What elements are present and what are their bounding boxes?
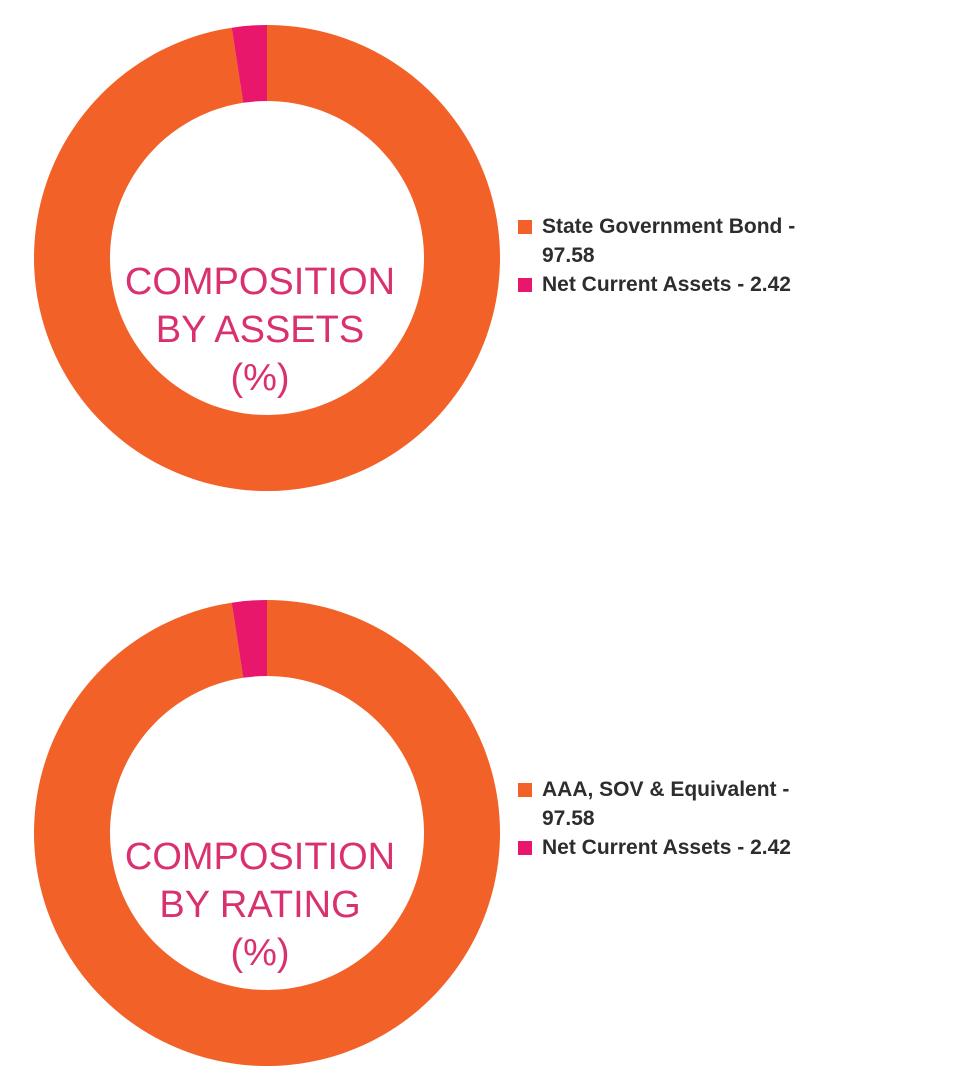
donut-slice-aaa-sov-equivalent	[33, 600, 501, 1066]
donut-center-label: COMPOSITION BY RATING (%)	[110, 833, 410, 977]
legend: State Government Bond - 97.58 Net Curren…	[518, 212, 838, 299]
legend-item-aaa-sov-equivalent: AAA, SOV & Equivalent - 97.58	[518, 775, 818, 833]
center-label-line-3: (%)	[230, 357, 290, 399]
donut-slice-net-current-assets	[231, 25, 267, 103]
donut-chart-rating	[33, 600, 501, 1066]
legend-label: AAA, SOV & Equivalent - 97.58	[542, 778, 790, 830]
center-label-line-3: (%)	[230, 932, 290, 974]
center-label-line-2: BY RATING	[159, 884, 361, 926]
legend-label: Net Current Assets - 2.42	[542, 273, 791, 296]
donut-slice-state-government-bond	[33, 25, 501, 491]
donut-slice-net-current-assets	[231, 600, 267, 678]
legend-swatch	[518, 783, 532, 797]
center-label-line-1: COMPOSITION	[124, 261, 396, 303]
legend: AAA, SOV & Equivalent - 97.58 Net Curren…	[518, 775, 818, 862]
chart-composition-by-assets: COMPOSITION BY ASSETS (%) State Governme…	[0, 0, 968, 520]
legend-swatch	[518, 220, 532, 234]
legend-item-state-government-bond: State Government Bond - 97.58	[518, 212, 838, 270]
legend-item-net-current-assets: Net Current Assets - 2.42	[518, 833, 818, 862]
chart-composition-by-rating: COMPOSITION BY RATING (%) AAA, SOV & Equ…	[0, 575, 968, 1087]
legend-label: Net Current Assets - 2.42	[542, 836, 791, 859]
donut-center-label: COMPOSITION BY ASSETS (%)	[110, 258, 410, 402]
legend-item-net-current-assets: Net Current Assets - 2.42	[518, 270, 838, 299]
legend-swatch	[518, 841, 532, 855]
donut-chart-assets	[33, 25, 501, 491]
center-label-line-2: BY ASSETS	[155, 309, 365, 351]
center-label-line-1: COMPOSITION	[124, 836, 396, 878]
legend-label: State Government Bond - 97.58	[542, 215, 796, 267]
legend-swatch	[518, 278, 532, 292]
